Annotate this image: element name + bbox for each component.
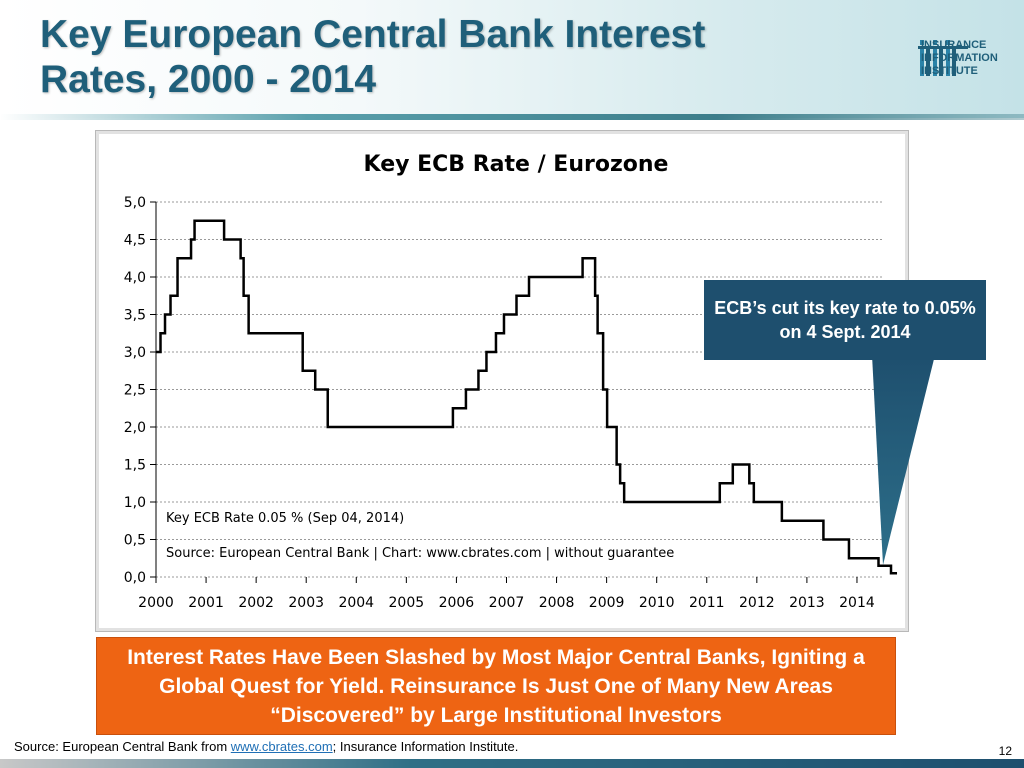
x-tick-label: 2012 [739,595,775,611]
x-tick-label: 2008 [539,595,575,611]
logo-line1: INSURANCE [921,39,987,51]
x-tick-label: 2004 [338,595,374,611]
slide-title: Key European Central Bank Interest Rates… [40,12,840,102]
x-tick-label: 2001 [188,595,224,611]
logo-wordmark: INSURANCE INFORMATION INSTITUTE [921,39,998,78]
ecb-rate-chart: Key ECB Rate / Eurozone 0,0 0,5 1,0 1,5 2,0 2… [124,152,898,611]
x-tick-label: 2000 [138,595,174,611]
x-tick-label: 2014 [839,595,875,611]
x-tick-label: 2007 [489,595,525,611]
y-tick-label: 2,0 [124,420,146,436]
y-tick-label: 1,0 [124,495,146,511]
header-band [0,0,1024,118]
footer-bar [0,759,1024,768]
y-tick-label: 4,5 [124,233,146,249]
y-tick-label: 0,0 [124,570,146,586]
callout-box: ECB’s cut its key rate to 0.05% on 4 Sep… [704,280,986,360]
slide-title-line2: Rates, 2000 - 2014 [40,58,377,101]
chart-frame: Key ECB Rate / Eurozone 0,0 0,5 1,0 1,5 2,0 2… [95,130,909,632]
x-tick-label: 2006 [439,595,475,611]
rate-series-line [156,219,898,575]
y-tick-label: 2,5 [124,383,146,399]
chart-annotation: Source: European Central Bank | Chart: w… [166,546,674,561]
slide-title-line1: Key European Central Bank Interest [40,13,706,56]
y-tick-label: 4,0 [124,270,146,286]
chart-annotation: Key ECB Rate 0.05 % (Sep 04, 2014) [166,511,404,526]
takeaway-box: Interest Rates Have Been Slashed by Most… [96,637,896,735]
y-tick-label: 3,5 [124,308,146,324]
y-tick-label: 5,0 [124,195,146,211]
y-tick-label: 1,5 [124,458,146,474]
y-tick-label: 0,5 [124,533,146,549]
page-number: 12 [998,744,1012,758]
x-tick-label: 2003 [288,595,324,611]
source-suffix: ; Insurance Information Institute. [332,739,519,754]
iii-logo-icon [918,40,968,76]
header-divider [0,114,1024,120]
x-tick-label: 2013 [789,595,825,611]
x-tick-label: 2009 [589,595,625,611]
chart-title: Key ECB Rate / Eurozone [364,152,669,177]
x-tick-label: 2005 [389,595,425,611]
source-link[interactable]: www.cbrates.com [230,739,333,754]
x-tick-label: 2002 [238,595,274,611]
source-note: Source: European Central Bank from www.c… [14,739,518,754]
x-tick-label: 2011 [689,595,725,611]
x-tick-label: 2010 [639,595,675,611]
source-prefix: Source: European Central Bank from [14,739,231,754]
logo-line3: INSTITUTE [921,65,978,77]
y-tick-label: 3,0 [124,345,146,361]
logo-line2: INFORMATION [921,52,998,64]
